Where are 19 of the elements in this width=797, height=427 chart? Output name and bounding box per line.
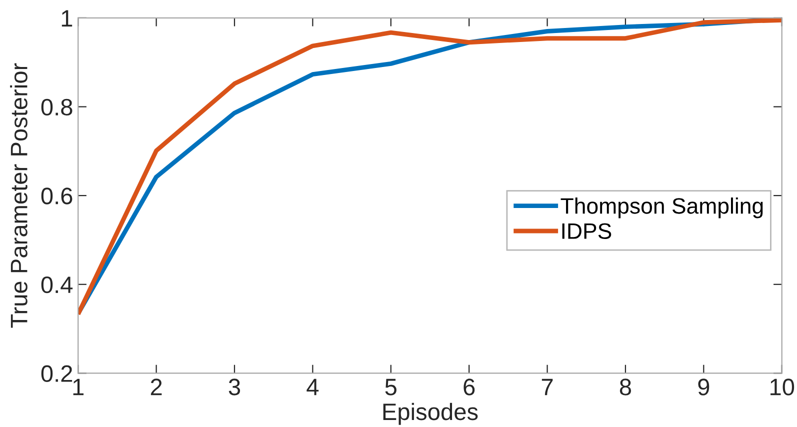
y-axis-title: True Parameter Posterior: [10, 63, 28, 328]
x-tick-label: 1: [73, 378, 84, 396]
x-tick-label: 6: [464, 378, 475, 396]
legend-label: IDPS: [562, 223, 612, 239]
y-tick-label: 0.8: [41, 98, 72, 116]
y-tick-label: 0.2: [41, 365, 72, 382]
x-tick-label: 5: [385, 378, 396, 396]
x-axis-title: Episodes: [383, 402, 478, 425]
x-tick-label: 2: [150, 378, 162, 396]
y-tick-label: 0.6: [41, 188, 72, 204]
x-tick-label: 8: [620, 378, 632, 396]
x-tick-label: 3: [228, 378, 240, 396]
y-tick-label: 0.4: [41, 276, 73, 294]
x-tick-label: 4: [306, 378, 319, 396]
legend-label: Thompson Sampling: [560, 197, 763, 218]
x-tick-label: 9: [698, 378, 710, 396]
x-tick-label: 7: [542, 378, 553, 396]
x-tick-label: 10: [770, 378, 794, 396]
y-tick-label: 1: [62, 10, 72, 26]
